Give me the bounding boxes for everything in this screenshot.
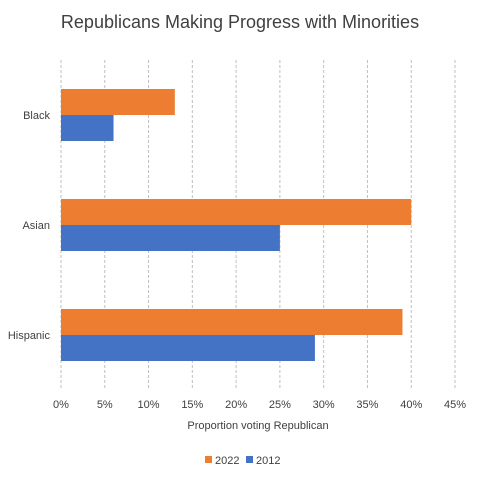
x-tick-label-2: 10% [138,399,160,411]
x-tick-label-8: 40% [400,399,422,411]
legend-label-2012: 2012 [256,455,280,467]
x-tick-label-7: 35% [356,399,378,411]
bar-hispanic-2012 [61,335,315,361]
category-label-black: Black [23,110,50,122]
x-tick-label-5: 25% [269,399,291,411]
bar-black-2012 [61,115,114,141]
category-label-hispanic: Hispanic [8,330,51,342]
category-labels: Black Asian Hispanic [8,110,51,342]
bar-asian-2012 [61,225,280,251]
x-tick-label-4: 20% [225,399,247,411]
x-tick-label-6: 30% [313,399,335,411]
bar-asian-2022 [61,199,412,225]
x-tick-label-3: 15% [181,399,203,411]
legend-swatch-2022 [205,456,212,463]
bar-black-2022 [61,89,175,115]
x-tick-label-9: 45% [444,399,466,411]
legend-label-2022: 2022 [215,455,239,467]
bar-hispanic-2022 [61,309,403,335]
x-tick-labels: 0% 5% 10% 15% 20% 25% 30% 35% 40% 45% [53,399,466,411]
legend-swatch-2012 [246,456,253,463]
category-label-asian: Asian [22,220,50,232]
bars [61,89,412,361]
x-tick-label-1: 5% [97,399,113,411]
x-axis-title: Proportion voting Republican [187,420,328,432]
chart-title: Republicans Making Progress with Minorit… [61,12,419,32]
legend: 2022 2012 [205,455,280,467]
x-tick-label-0: 0% [53,399,69,411]
